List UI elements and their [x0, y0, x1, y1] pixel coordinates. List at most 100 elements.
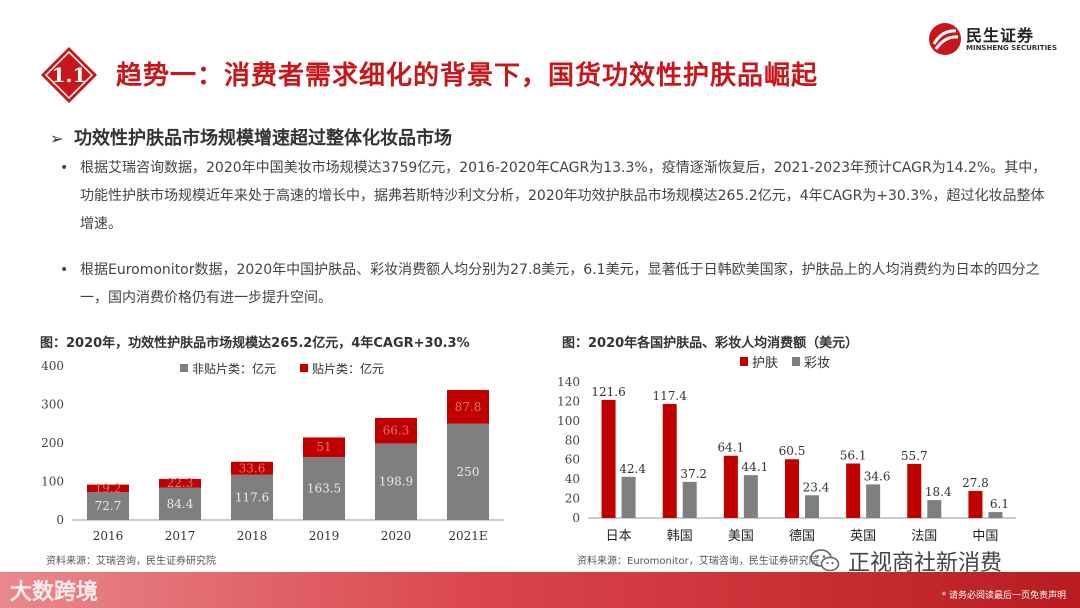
legend-swatch — [180, 364, 188, 372]
data-label: 84.4 — [167, 497, 194, 511]
x-tick-label: 2019 — [309, 529, 340, 543]
y-tick-label: 100 — [557, 414, 580, 428]
y-tick-label: 300 — [41, 398, 64, 412]
data-label: 72.7 — [95, 499, 122, 513]
bar-makeup — [682, 481, 697, 518]
data-label: 27.8 — [962, 476, 989, 490]
x-tick-label: 日本 — [606, 529, 632, 544]
bar-makeup — [866, 484, 881, 518]
data-label: 55.7 — [901, 449, 928, 463]
bar-skincare — [785, 459, 799, 518]
bar-non-patch — [231, 474, 273, 520]
bar-patch — [303, 437, 345, 458]
wechat-watermark-text: 正视商社新消费 — [848, 551, 1003, 576]
bar-patch — [231, 461, 273, 475]
data-label: 18.4 — [925, 485, 952, 499]
data-label: 66.3 — [383, 424, 410, 438]
data-label: 117.4 — [653, 389, 688, 403]
x-tick-label: 英国 — [850, 529, 876, 544]
section-number-badge — [41, 47, 97, 103]
data-label: 6.1 — [990, 497, 1009, 511]
x-tick-label: 韩国 — [667, 529, 693, 544]
chart-1-caption: 图：2020年，功效性护肤品市场规模达265.2亿元，4年CAGR+30.3% — [40, 336, 470, 351]
data-label: 121.6 — [591, 385, 625, 399]
x-tick-label: 2021E — [448, 529, 487, 543]
y-tick-label: 60 — [565, 453, 580, 467]
bar-skincare — [723, 455, 738, 518]
x-tick-label: 法国 — [911, 529, 937, 544]
y-tick-label: 20 — [565, 492, 580, 506]
subheading: ➢ 功效性护肤品市场规模增速超过整体化妆品市场 — [50, 124, 452, 150]
y-tick-label: 120 — [557, 394, 580, 408]
disclaimer-note: * 请务必阅读最后一页免责声明 — [941, 591, 1066, 601]
y-tick-label: 100 — [41, 475, 64, 489]
x-tick-label: 2017 — [165, 529, 196, 543]
brand-name-en: MINSHENG SECURITIES — [966, 44, 1057, 52]
bar-non-patch — [87, 492, 129, 520]
paragraph-text: 根据Euromonitor数据，2020年中国护肤品、彩妆消费额人均分别为27.… — [80, 262, 1040, 306]
bullet-dot: • — [60, 262, 69, 278]
bar-makeup — [805, 495, 819, 518]
data-label: 51 — [316, 440, 331, 454]
bar-skincare — [601, 399, 616, 518]
data-label: 87.8 — [455, 400, 482, 414]
x-tick-label: 2016 — [93, 529, 124, 543]
x-tick-label: 德国 — [789, 529, 815, 544]
bar-skincare — [846, 463, 861, 518]
data-label: 117.6 — [235, 490, 269, 504]
data-label: 33.6 — [239, 461, 266, 475]
data-label: 37.2 — [680, 467, 707, 481]
subheading-text: 功效性护肤品市场规模增速超过整体化妆品市场 — [74, 128, 452, 149]
paragraph-text: 根据艾瑞咨询数据，2020年中国美妆市场规模达3759亿元，2016-2020年… — [80, 160, 1047, 232]
bar-patch — [87, 484, 129, 493]
legend-label: 护肤 — [752, 356, 778, 371]
y-tick-label: 400 — [41, 359, 64, 373]
x-tick-label: 美国 — [728, 529, 754, 544]
bar-non-patch — [447, 423, 489, 520]
wechat-icon — [810, 549, 840, 572]
bar-non-patch — [159, 487, 201, 520]
legend-swatch — [300, 364, 308, 372]
data-label: 44.1 — [741, 460, 768, 474]
y-tick-label: 80 — [565, 433, 580, 447]
per-capita-spend-chart: 0 20 40 60 80 100 120 140 121.6 42.4 日本 117.4 37.2 韩国… — [557, 356, 1016, 544]
y-tick-label: 40 — [565, 472, 580, 486]
bar-makeup — [621, 476, 636, 518]
chart-2-caption: 图：2020年各国护肤品、彩妆人均消费额（美元） — [562, 336, 859, 351]
data-label: 163.5 — [307, 482, 341, 496]
y-tick-label: 200 — [41, 436, 64, 450]
page-title: 趋势一：消费者需求细化的背景下，国货功效性护肤品崛起 — [116, 61, 819, 91]
bar-patch — [159, 478, 201, 488]
section-number: 1.1 — [51, 63, 87, 87]
wechat-watermark: 正视商社新消费 — [810, 546, 1002, 576]
y-tick-label: 0 — [56, 513, 64, 527]
y-tick-label: 140 — [557, 375, 580, 389]
brand-name-cn: 民生证券 — [966, 26, 1035, 45]
bar-makeup — [927, 500, 942, 518]
bar-non-patch — [303, 457, 345, 520]
bar-skincare — [907, 463, 922, 518]
data-label: 22.3 — [167, 476, 194, 490]
legend-swatch — [792, 357, 800, 366]
paragraph-2: • 根据Euromonitor数据，2020年中国护肤品、彩妆消费额人均分别为2… — [60, 256, 1050, 312]
data-label: 42.4 — [619, 462, 646, 476]
bottom-watermark: 大数跨境 — [10, 580, 99, 605]
data-label: 198.9 — [379, 475, 413, 489]
x-tick-label: 中国 — [972, 529, 998, 544]
chart-1-source: 资料来源：艾瑞咨询，民生证券研究院 — [46, 556, 216, 567]
arrow-bullet-icon: ➢ — [50, 129, 64, 148]
minsheng-logo-icon — [929, 23, 961, 55]
bullet-dot: • — [60, 160, 69, 176]
x-tick-label: 2020 — [381, 529, 412, 543]
y-tick-label: 0 — [572, 511, 580, 525]
bar-makeup — [988, 512, 1003, 518]
bar-makeup — [743, 475, 758, 518]
bar-patch — [375, 417, 417, 444]
data-label: 34.6 — [864, 469, 891, 483]
market-size-chart: 0 100 200 300 400 72.7 19.2 2016 84.4 22.3 2017 117… — [41, 359, 504, 543]
bar-skincare — [968, 490, 983, 518]
data-label: 64.1 — [717, 441, 744, 455]
bar-skincare — [662, 403, 677, 518]
legend-label: 非贴片类：亿元 — [192, 361, 276, 376]
data-label: 56.1 — [840, 449, 867, 463]
